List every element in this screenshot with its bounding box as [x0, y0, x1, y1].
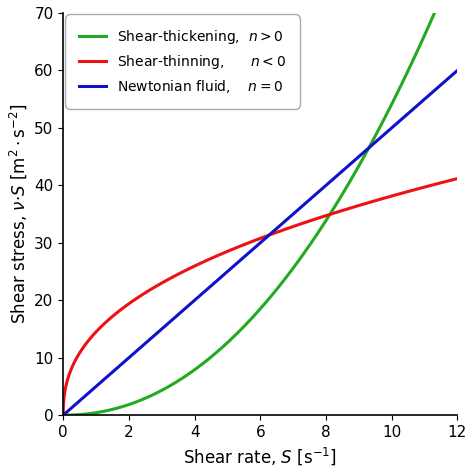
- Shear-thinning,      $n < 0$: [242, 242, 247, 247]
- Newtonian fluid,    $n = 0$: [81, 395, 86, 401]
- Line: Newtonian fluid,    $n = 0$: Newtonian fluid, $n = 0$: [63, 71, 457, 415]
- Shear-thinning,      $n < 0$: [60, 410, 66, 416]
- Shear-thickening,  $n > 0$: [60, 412, 66, 418]
- Shear-thickening,  $n > 0$: [242, 323, 247, 329]
- Legend: Shear-thickening,  $n > 0$, Shear-thinning,      $n < 0$, Newtonian fluid,    $n: Shear-thickening, $n > 0$, Shear-thinnin…: [70, 20, 295, 103]
- Shear-thinning,      $n < 0$: [81, 345, 86, 350]
- Newtonian fluid,    $n = 0$: [443, 78, 448, 83]
- X-axis label: Shear rate, $S$ [s$^{-1}$]: Shear rate, $S$ [s$^{-1}$]: [183, 446, 337, 467]
- Newtonian fluid,    $n = 0$: [252, 245, 258, 250]
- Newtonian fluid,    $n = 0$: [443, 78, 449, 83]
- Newtonian fluid,    $n = 0$: [242, 254, 247, 259]
- Line: Shear-thinning,      $n < 0$: Shear-thinning, $n < 0$: [63, 179, 457, 413]
- Newtonian fluid,    $n = 0$: [455, 68, 460, 73]
- Shear-thickening,  $n > 0$: [252, 312, 258, 318]
- Shear-thickening,  $n > 0$: [371, 136, 376, 142]
- Shear-thinning,      $n < 0$: [252, 237, 258, 243]
- Shear-thinning,      $n < 0$: [443, 179, 448, 184]
- Shear-thinning,      $n < 0$: [371, 198, 376, 204]
- Shear-thinning,      $n < 0$: [455, 176, 460, 182]
- Shear-thickening,  $n > 0$: [81, 411, 86, 417]
- Y-axis label: Shear stress, $\nu{\cdot}S$ [m$^2\cdot$s$^{-2}$]: Shear stress, $\nu{\cdot}S$ [m$^2\cdot$s…: [7, 104, 28, 324]
- Newtonian fluid,    $n = 0$: [371, 141, 376, 146]
- Newtonian fluid,    $n = 0$: [60, 412, 66, 418]
- Shear-thinning,      $n < 0$: [443, 179, 449, 184]
- Line: Shear-thickening,  $n > 0$: Shear-thickening, $n > 0$: [63, 0, 457, 415]
